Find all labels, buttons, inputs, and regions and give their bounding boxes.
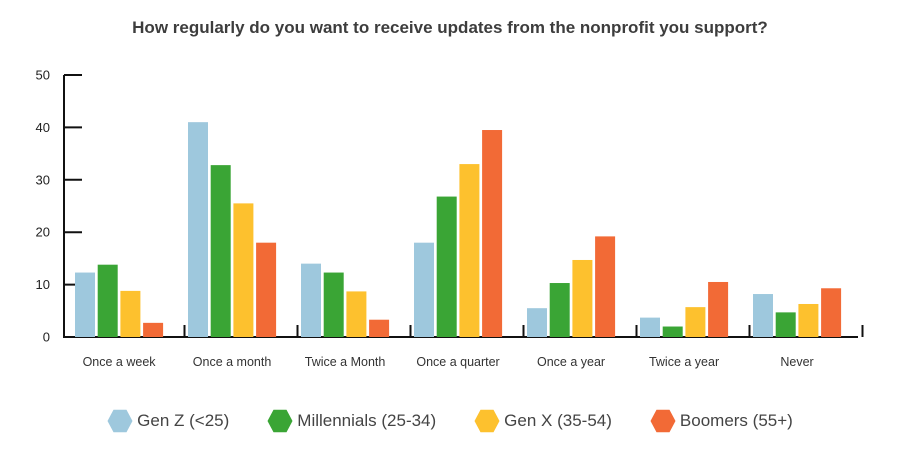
bar-once-a-week-series-0 <box>75 272 95 337</box>
bar-once-a-quarter-series-3 <box>482 130 503 337</box>
bar-never-series-1 <box>775 312 796 337</box>
bar-once-a-week-series-3 <box>143 322 164 337</box>
bar-chart: 0 10 20 30 40 50 Once a week Once a month Twice … <box>36 68 864 369</box>
bar-once-a-month-series-3 <box>256 242 277 337</box>
bar-twice-a-year-series-2 <box>685 307 706 337</box>
bar-twice-a-year-series-0 <box>640 317 660 337</box>
bar-once-a-year-series-3 <box>595 236 616 337</box>
legend-label: Gen X (35-54) <box>504 411 612 430</box>
bar-twice-a-year-series-3 <box>708 281 729 337</box>
y-tick-label: 10 <box>36 277 50 292</box>
bar-once-a-month-series-2 <box>233 203 254 337</box>
hexagon-icon <box>107 409 133 433</box>
y-tick-label: 30 <box>36 172 50 187</box>
x-category-label: Once a month <box>193 355 272 369</box>
bar-twice-a-month-series-1 <box>323 272 344 337</box>
y-tick-label: 40 <box>36 120 50 135</box>
bar-once-a-month-series-1 <box>210 165 231 337</box>
hexagon-icon <box>267 409 293 433</box>
legend-item: Millennials (25-34) <box>267 408 436 434</box>
y-tick-label: 50 <box>36 68 50 83</box>
legend-item: Gen Z (<25) <box>107 408 229 434</box>
bar-never-series-2 <box>798 303 819 337</box>
bar-once-a-month-series-0 <box>188 122 208 337</box>
y-tick-label: 0 <box>43 330 50 345</box>
bar-once-a-week-series-1 <box>97 264 118 337</box>
legend-item: Boomers (55+) <box>650 408 793 434</box>
legend-label: Gen Z (<25) <box>137 411 230 430</box>
hexagon-icon <box>474 409 500 433</box>
hexagon-icon <box>650 409 676 433</box>
bar-once-a-quarter-series-2 <box>459 164 480 337</box>
bar-never-series-3 <box>821 288 842 337</box>
x-category-label: Twice a year <box>649 355 719 369</box>
x-category-label: Once a quarter <box>416 355 499 369</box>
chart-legend: Gen Z (<25) Millennials (25-34) Gen X (35-… <box>0 408 900 434</box>
bar-twice-a-month-series-2 <box>346 291 367 337</box>
x-category-label: Once a year <box>537 355 605 369</box>
x-category-label: Twice a Month <box>305 355 386 369</box>
bar-twice-a-month-series-3 <box>369 319 390 337</box>
bar-once-a-year-series-2 <box>572 259 593 337</box>
bar-never-series-0 <box>753 294 773 337</box>
bar-once-a-quarter-series-0 <box>414 242 434 337</box>
bar-twice-a-year-series-1 <box>662 326 683 337</box>
bar-twice-a-month-series-0 <box>301 263 321 337</box>
bar-once-a-week-series-2 <box>120 290 141 337</box>
x-category-label: Never <box>780 355 813 369</box>
bar-once-a-quarter-series-1 <box>436 196 457 337</box>
chart-title: How regularly do you want to receive upd… <box>132 18 768 37</box>
x-category-label: Once a week <box>83 355 157 369</box>
bar-once-a-year-series-0 <box>527 308 547 337</box>
legend-label: Boomers (55+) <box>679 411 793 430</box>
y-tick-label: 20 <box>36 225 50 240</box>
legend-label: Millennials (25-34) <box>297 411 437 430</box>
bar-once-a-year-series-1 <box>549 283 570 337</box>
legend-item: Gen X (35-54) <box>474 408 612 434</box>
